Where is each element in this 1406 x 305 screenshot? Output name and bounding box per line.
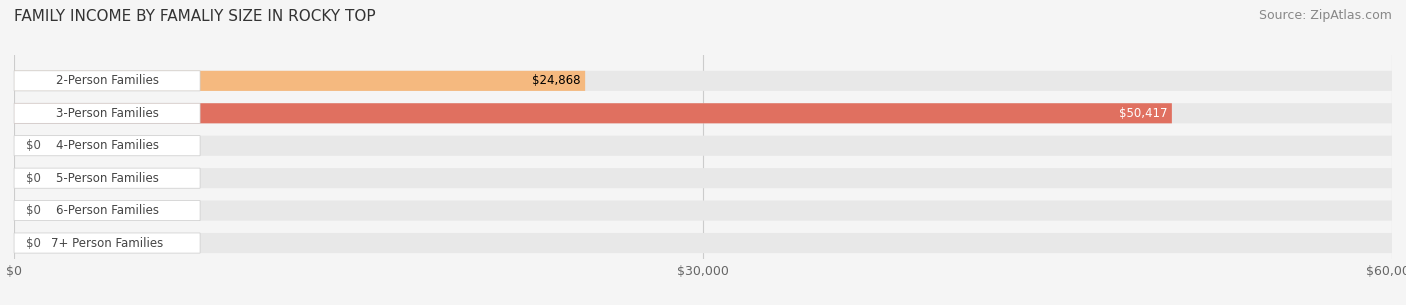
Text: 6-Person Families: 6-Person Families — [56, 204, 159, 217]
Text: 2-Person Families: 2-Person Families — [56, 74, 159, 87]
Text: FAMILY INCOME BY FAMALIY SIZE IN ROCKY TOP: FAMILY INCOME BY FAMALIY SIZE IN ROCKY T… — [14, 9, 375, 24]
Text: $0: $0 — [25, 237, 41, 249]
FancyBboxPatch shape — [14, 168, 1392, 188]
Text: 7+ Person Families: 7+ Person Families — [51, 237, 163, 249]
FancyBboxPatch shape — [14, 136, 1392, 156]
FancyBboxPatch shape — [14, 201, 1392, 221]
Text: 5-Person Families: 5-Person Families — [56, 172, 159, 185]
FancyBboxPatch shape — [14, 71, 585, 91]
Text: $24,868: $24,868 — [531, 74, 581, 87]
FancyBboxPatch shape — [14, 136, 200, 156]
FancyBboxPatch shape — [14, 103, 1392, 123]
FancyBboxPatch shape — [14, 233, 200, 253]
Text: Source: ZipAtlas.com: Source: ZipAtlas.com — [1258, 9, 1392, 22]
FancyBboxPatch shape — [14, 71, 200, 91]
FancyBboxPatch shape — [14, 201, 200, 221]
Text: 4-Person Families: 4-Person Families — [56, 139, 159, 152]
FancyBboxPatch shape — [14, 103, 1171, 123]
Text: $0: $0 — [25, 204, 41, 217]
Text: 3-Person Families: 3-Person Families — [56, 107, 159, 120]
FancyBboxPatch shape — [14, 103, 200, 123]
FancyBboxPatch shape — [14, 168, 200, 188]
Text: $0: $0 — [25, 139, 41, 152]
Text: $50,417: $50,417 — [1119, 107, 1167, 120]
FancyBboxPatch shape — [14, 71, 1392, 91]
FancyBboxPatch shape — [14, 233, 1392, 253]
Text: $0: $0 — [25, 172, 41, 185]
